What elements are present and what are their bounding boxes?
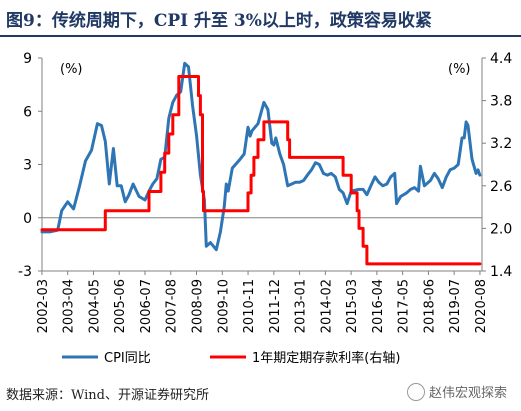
x-tick-label: 2008-09	[191, 279, 206, 333]
right-tick-label: 3.8	[490, 94, 512, 110]
left-tick-label: -3	[18, 264, 32, 280]
x-tick-label: 2011-12	[268, 279, 283, 333]
series-layer	[40, 61, 482, 266]
chart-axes: -3 0 3 6 9 1.4 2.0 2.6 3.2 3.8 4.4 2002-03 2003-04 20…	[18, 51, 512, 333]
x-tick-label: 2019-07	[448, 279, 463, 333]
right-tick-label: 3.2	[490, 136, 512, 152]
x-tick-label: 2017-05	[397, 279, 412, 333]
watermark: 赵伟宏观探索	[406, 382, 507, 401]
right-tick-label: 2.0	[490, 221, 512, 237]
x-tick-label: 2010-11	[242, 279, 257, 333]
right-tick-label: 4.4	[490, 51, 512, 67]
x-tick-label: 2005-06	[113, 279, 128, 333]
watermark-text: 赵伟宏观探索	[428, 386, 507, 401]
x-tick-label: 2009-10	[216, 279, 231, 333]
x-tick-label: 2016-04	[371, 279, 386, 333]
left-tick-label: 0	[23, 211, 32, 227]
legend-rate-label: 1年期定期存款利率(右轴)	[252, 350, 400, 366]
deposit-rate-series-line	[40, 75, 482, 266]
x-tick-label: 2015-03	[345, 279, 360, 333]
title-underline	[0, 35, 521, 37]
legend-cpi-label: CPI同比	[104, 351, 151, 366]
right-tick-label: 1.4	[490, 264, 512, 280]
left-tick-label: 3	[23, 158, 32, 174]
x-tick-label: 2018-06	[422, 279, 437, 333]
x-tick-label: 2002-03	[36, 279, 51, 333]
wechat-logo-icon	[406, 382, 425, 401]
x-tick-label: 2013-01	[294, 279, 309, 333]
right-axis-unit: (%)	[448, 62, 471, 77]
legend: CPI同比 1年期定期存款利率(右轴)	[62, 350, 400, 366]
left-tick-label: 6	[23, 104, 32, 120]
left-tick-label: 9	[23, 51, 32, 67]
right-tick-label: 2.6	[490, 179, 512, 195]
x-tick-label: 2014-02	[319, 279, 334, 333]
x-tick-label: 2004-05	[87, 279, 102, 333]
x-tick-label: 2003-04	[62, 279, 77, 333]
x-tick-label: 2006-07	[139, 279, 154, 333]
data-source: 数据来源：Wind、开源证券研究所	[6, 388, 209, 403]
cpi-series-line	[40, 61, 482, 252]
x-tick-label: 2020-08	[474, 279, 489, 333]
left-axis-unit: (%)	[60, 62, 83, 77]
x-tick-label: 2007-08	[165, 279, 180, 333]
chart-title: 图9：传统周期下，CPI 升至 3%以上时，政策容易收紧	[6, 11, 432, 31]
